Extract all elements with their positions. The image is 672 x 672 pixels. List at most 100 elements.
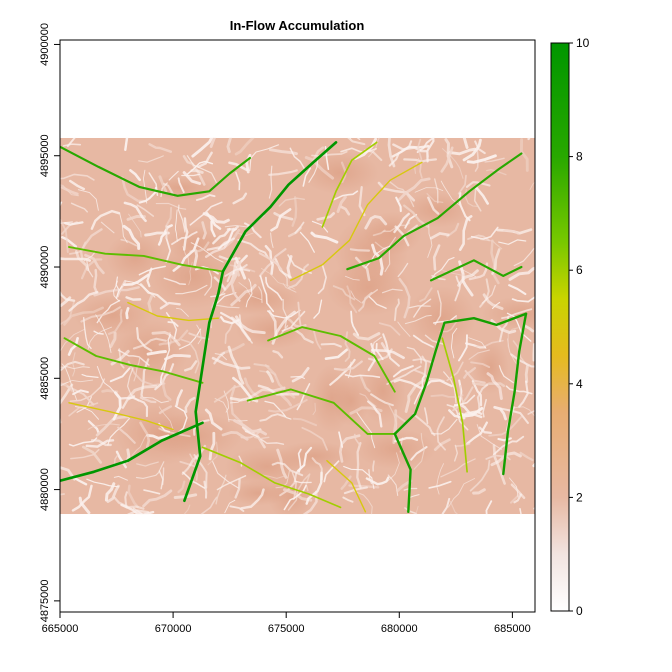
texture-channel [93,268,98,294]
texture-channel [338,431,344,448]
texture-channel [457,269,479,287]
texture-channel [398,277,411,319]
texture-channel [138,155,164,163]
y-tick-label: 4875000 [39,579,51,622]
texture-channel [254,436,270,440]
texture-channel [158,175,168,193]
texture-channel [183,217,189,251]
texture-channel [175,307,189,317]
texture-channel [157,231,167,246]
texture-channel [457,174,467,195]
texture-channel [210,220,216,238]
stream-network [60,141,528,513]
texture-channel [83,250,97,262]
texture-channel [196,324,202,345]
texture-channel [81,373,99,379]
texture-channel [397,262,409,278]
texture-channel [238,455,243,467]
texture-channel [87,326,113,350]
texture-channel [139,421,151,449]
texture-channel [195,194,216,201]
texture-channel [442,269,466,276]
texture-channel [210,293,226,298]
texture-channel [498,365,514,384]
texture-channel [96,299,121,324]
texture-channel [343,465,375,490]
texture-channel [235,260,242,277]
texture-channel [216,475,247,491]
texture-channel [286,255,293,279]
texture-channel [60,379,94,387]
texture-channel [67,337,79,356]
texture-channel [68,179,86,191]
texture-channel [429,232,450,240]
texture-channel [423,379,453,389]
texture-channel [492,435,525,456]
texture-channel [434,178,439,204]
texture-channel [235,171,241,191]
texture-channel [518,380,529,408]
texture-channel [270,208,292,232]
texture-channel [238,232,254,237]
texture-channel [245,278,253,308]
texture-channel [508,284,527,296]
texture-channel [446,361,464,382]
texture-blob [407,285,476,351]
texture-channel [476,384,489,414]
texture-channel [148,143,173,153]
texture-channel [171,231,198,246]
texture-channel [478,426,493,435]
texture-channel [413,298,432,318]
texture-channel [122,224,141,250]
texture-channel [457,334,468,362]
texture-channel [234,137,255,156]
texture-channel [160,333,172,371]
texture-channel [163,182,175,197]
texture-channel [228,161,248,172]
texture-channel [349,248,371,252]
texture-channel [122,273,150,287]
texture-channel [164,206,173,239]
texture-channel [272,350,284,359]
texture-channel [233,419,267,436]
texture-channel [278,197,306,207]
texture-channel [71,484,93,512]
texture-channel [294,480,312,484]
texture-channel [372,229,386,237]
texture-channel [186,155,217,183]
texture-channel [159,301,181,310]
texture-channel [466,154,497,164]
texture-channel [344,374,381,378]
texture-channel [163,277,187,285]
texture-channel [427,196,440,215]
texture-channel [414,187,444,193]
texture-channel [412,413,436,437]
texture-channel [264,400,292,420]
colorbar-tick-label: 0 [576,604,583,618]
texture-channel [127,484,139,509]
texture-channel [83,317,92,350]
texture-channel [453,444,459,462]
texture-channel [259,473,286,479]
colorbar-tick-label: 6 [576,263,583,277]
texture-channel [189,201,223,226]
texture-channel [70,202,89,213]
texture-channel [505,385,533,395]
texture-channel [513,248,535,267]
texture-channel [133,357,141,382]
texture-channel [229,398,243,404]
stream-line [60,145,252,197]
texture-channel [430,394,464,398]
texture-channel [513,493,523,504]
texture-channel [428,480,452,489]
texture-channel [230,268,241,302]
texture-channel [281,310,306,332]
texture-channel [268,169,298,176]
texture-channel [158,427,191,438]
texture-channel [158,406,174,431]
texture-channel [455,442,471,447]
texture-channel [229,505,245,512]
texture-channel [436,416,446,451]
texture-channel [480,238,503,250]
